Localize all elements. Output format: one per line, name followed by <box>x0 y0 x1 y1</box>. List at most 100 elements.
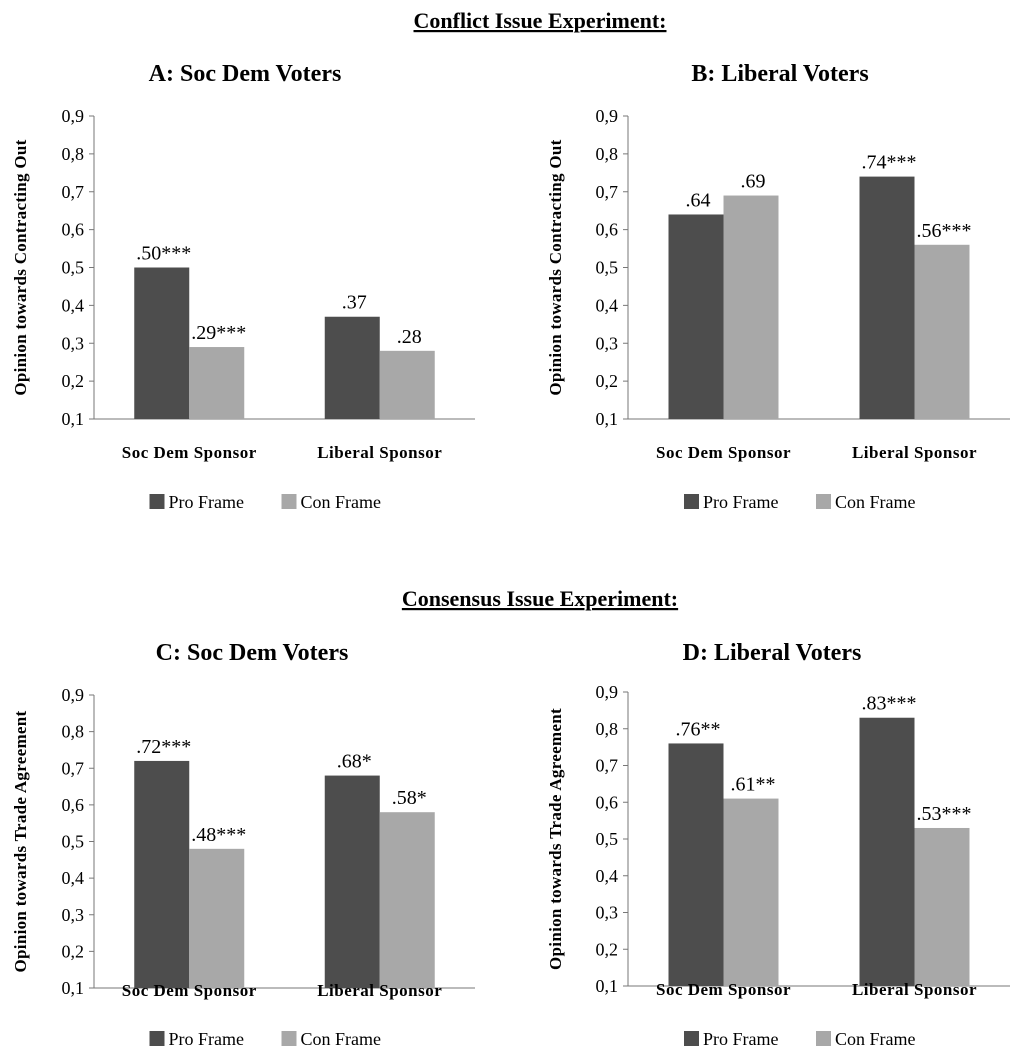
y-tick-label: 0,9 <box>62 685 85 705</box>
y-tick-label: 0,1 <box>62 978 85 998</box>
legend-label: Pro Frame <box>169 492 245 512</box>
y-tick-label: 0,6 <box>62 220 85 240</box>
bar-pro <box>859 717 915 986</box>
bar-pro <box>324 775 380 988</box>
y-axis-label: Opinion towards Trade Agreement <box>546 708 565 970</box>
legend-label: Con Frame <box>301 492 382 512</box>
y-tick-label: 0,9 <box>62 106 85 126</box>
charts-group: A: Soc Dem Voters 0,1 0,2 0,3 0,4 0,5 0,6 0,7 0,… <box>11 61 1010 1049</box>
y-tick-label: 0,9 <box>596 106 619 126</box>
data-label: .64 <box>686 189 711 211</box>
y-tick-label: 0,6 <box>596 792 619 812</box>
section-title-conflict: Conflict Issue Experiment: <box>414 8 667 33</box>
section-title-consensus: Consensus Issue Experiment: <box>402 586 678 611</box>
chart-panel-3: C: Soc Dem Voters 0,1 0,2 0,3 0,4 0,5 0,6 0,7 0,… <box>11 640 475 1049</box>
bar-con <box>914 827 970 986</box>
legend-label: Con Frame <box>835 492 916 512</box>
y-tick-label: 0,2 <box>62 941 85 961</box>
data-label: .68* <box>337 751 372 773</box>
y-tick-label: 0,8 <box>596 719 619 739</box>
y-tick-label: 0,7 <box>62 758 85 778</box>
chart-title: C: Soc Dem Voters <box>156 640 349 666</box>
legend-label: Pro Frame <box>703 1029 779 1049</box>
y-tick-label: 0,1 <box>596 976 619 996</box>
chart-panel-2: B: Liberal Voters 0,1 0,2 0,3 0,4 0,5 0,6 0,7 0,… <box>546 61 1010 512</box>
data-label: .76** <box>676 718 721 740</box>
y-tick-label: 0,1 <box>62 409 85 429</box>
legend-label: Pro Frame <box>169 1029 245 1049</box>
bar-pro <box>859 176 915 419</box>
bar-con <box>723 798 779 986</box>
legend-swatch-pro <box>149 1031 165 1046</box>
legend-swatch-pro <box>684 494 699 509</box>
data-label: .50*** <box>136 243 191 265</box>
y-axis-label: Opinion towards Contracting Out <box>546 139 565 395</box>
legend-swatch-con <box>281 494 297 509</box>
data-label: .83*** <box>862 693 917 715</box>
y-axis-label: Opinion towards Trade Agreement <box>11 710 30 972</box>
category-label: Liberal Sponsor <box>852 443 977 462</box>
category-label: Liberal Sponsor <box>317 981 442 1000</box>
y-tick-label: 0,1 <box>596 409 619 429</box>
y-tick-label: 0,3 <box>62 905 85 925</box>
bar-pro <box>134 267 190 419</box>
category-label: Soc Dem Sponsor <box>656 980 791 999</box>
data-label: .58* <box>392 787 427 809</box>
y-tick-label: 0,7 <box>596 182 619 202</box>
chart-panel-1: A: Soc Dem Voters 0,1 0,2 0,3 0,4 0,5 0,6 0,7 0,… <box>11 61 475 512</box>
data-label: .48*** <box>191 824 246 846</box>
legend-swatch-con <box>281 1031 297 1046</box>
y-tick-label: 0,6 <box>62 795 85 815</box>
y-tick-label: 0,3 <box>62 333 85 353</box>
data-label: .74*** <box>862 152 917 174</box>
bar-con <box>914 244 970 419</box>
bar-con <box>379 350 435 419</box>
data-label: .69 <box>741 171 766 193</box>
data-label: .28 <box>397 326 422 348</box>
y-tick-label: 0,8 <box>62 722 85 742</box>
chart-panel-4: D: Liberal Voters 0,1 0,2 0,3 0,4 0,5 0,6 0,7 0,… <box>546 640 1010 1049</box>
y-tick-label: 0,8 <box>62 144 85 164</box>
y-tick-label: 0,7 <box>596 756 619 776</box>
y-tick-label: 0,2 <box>62 371 85 391</box>
bar-pro <box>324 316 380 419</box>
y-tick-label: 0,4 <box>596 295 619 315</box>
y-tick-label: 0,5 <box>62 258 85 278</box>
chart-title: D: Liberal Voters <box>683 640 862 666</box>
category-label: Soc Dem Sponsor <box>656 443 791 462</box>
data-label: .29*** <box>191 322 246 344</box>
y-tick-label: 0,2 <box>596 939 619 959</box>
legend-label: Con Frame <box>835 1029 916 1049</box>
category-label: Liberal Sponsor <box>317 443 442 462</box>
y-tick-label: 0,7 <box>62 182 85 202</box>
y-tick-label: 0,2 <box>596 371 619 391</box>
data-label: .37 <box>342 292 367 314</box>
legend-swatch-con <box>816 1031 831 1046</box>
category-label: Soc Dem Sponsor <box>122 981 257 1000</box>
bar-con <box>189 347 245 419</box>
bar-con <box>189 848 245 988</box>
legend-label: Con Frame <box>301 1029 382 1049</box>
chart-title: B: Liberal Voters <box>691 61 868 87</box>
y-tick-label: 0,6 <box>596 220 619 240</box>
bar-pro <box>134 760 190 988</box>
legend-swatch-pro <box>149 494 165 509</box>
y-tick-label: 0,8 <box>596 144 619 164</box>
bar-pro <box>668 743 724 986</box>
chart-title: A: Soc Dem Voters <box>149 61 342 87</box>
y-tick-label: 0,3 <box>596 333 619 353</box>
y-tick-label: 0,4 <box>62 868 85 888</box>
y-tick-label: 0,3 <box>596 903 619 923</box>
category-label: Liberal Sponsor <box>852 980 977 999</box>
y-axis-label: Opinion towards Contracting Out <box>11 139 30 395</box>
legend-label: Pro Frame <box>703 492 779 512</box>
y-tick-label: 0,5 <box>596 829 619 849</box>
legend-swatch-pro <box>684 1031 699 1046</box>
data-label: .56*** <box>917 220 972 242</box>
bar-con <box>723 195 779 419</box>
data-label: .53*** <box>917 803 972 825</box>
y-tick-label: 0,5 <box>62 832 85 852</box>
y-tick-label: 0,4 <box>596 866 619 886</box>
data-label: .61** <box>731 774 776 796</box>
